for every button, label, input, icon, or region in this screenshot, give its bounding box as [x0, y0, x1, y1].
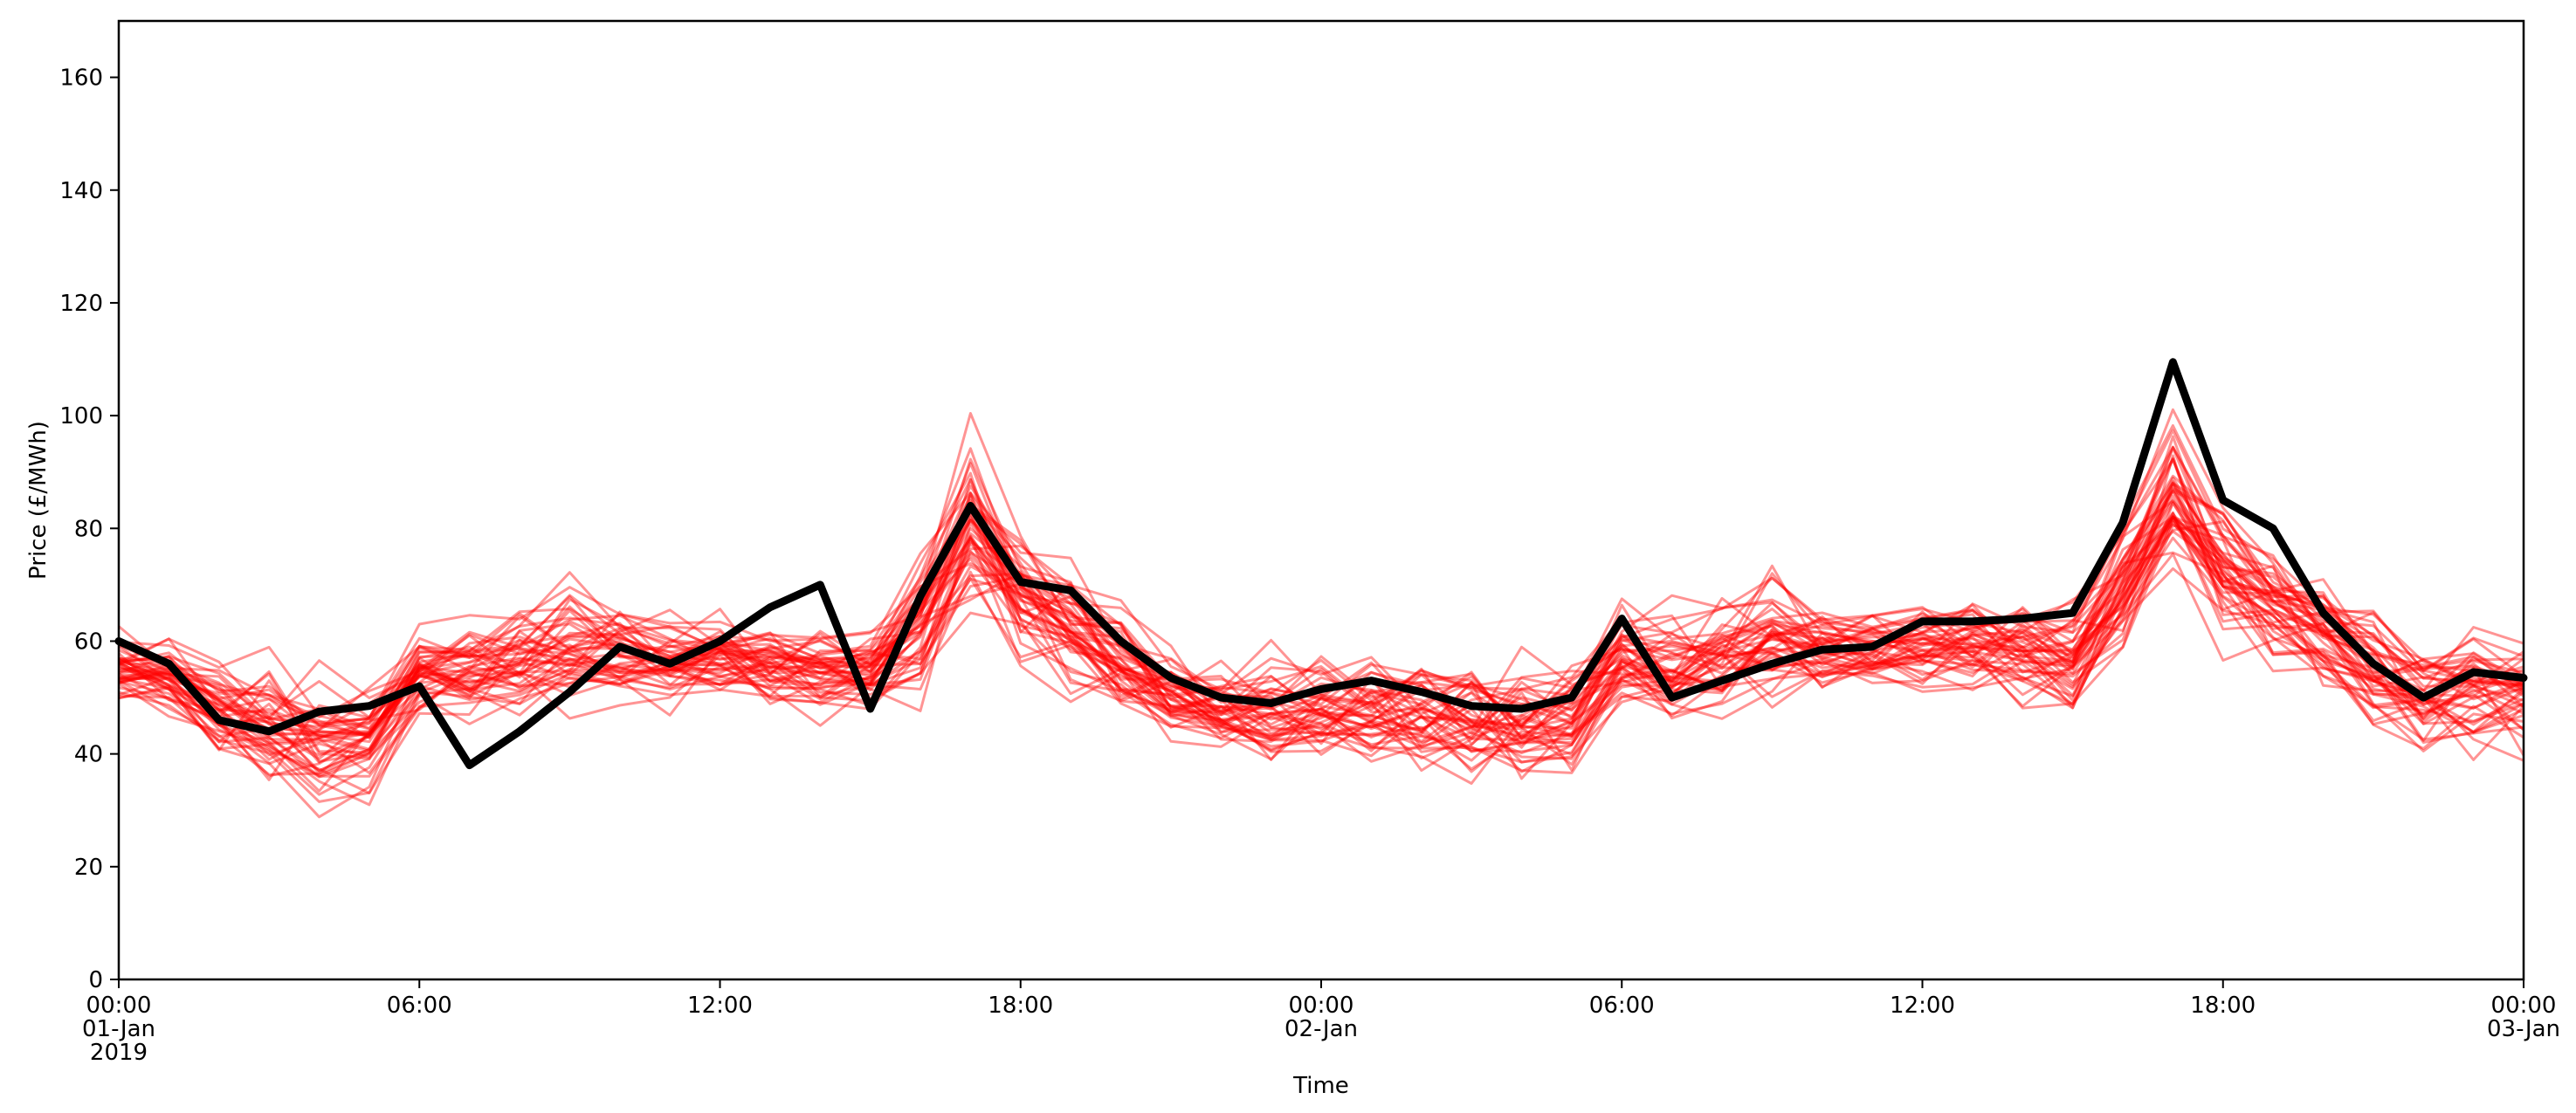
x-tick-label-line: 03-Jan — [2487, 1016, 2560, 1042]
forecast-sample-line — [118, 524, 2525, 766]
y-tick-label: 40 — [74, 742, 103, 768]
forecast-sample-line — [118, 457, 2524, 732]
forecast-sample-line — [118, 512, 2524, 777]
forecast-sample-line — [118, 482, 2524, 761]
forecast-sample-line — [118, 484, 2524, 739]
forecast-sample-line — [118, 446, 2524, 761]
x-tick-label-line: 00:00 — [86, 993, 152, 1019]
forecast-sample-line — [118, 488, 2524, 757]
x-axis-label: Time — [1292, 1073, 1349, 1099]
y-tick-label: 160 — [59, 65, 103, 92]
forecast-sample-line — [118, 457, 2524, 739]
forecast-sample-line — [118, 458, 2524, 740]
forecast-sample-line — [118, 567, 2524, 766]
forecast-sample-line — [118, 476, 2524, 744]
forecast-sample-line — [118, 516, 2524, 736]
forecast-sample-line — [118, 517, 2524, 773]
x-tick-label-line: 01-Jan — [82, 1016, 155, 1042]
x-tick-label-line: 06:00 — [1589, 993, 1655, 1019]
forecast-samples-layer — [117, 408, 2525, 819]
x-tick-label: 00:00 01-Jan 2019 — [82, 993, 155, 1066]
y-axis: 0 20 40 60 80 100 120 140 160 — [59, 65, 119, 993]
forecast-sample-line — [118, 480, 2524, 754]
x-tick-label-line: 02-Jan — [1285, 1016, 1358, 1042]
forecast-sample-line — [118, 512, 2524, 807]
forecast-sample-line — [118, 494, 2524, 749]
y-tick-label: 120 — [59, 291, 103, 317]
forecast-sample-line — [118, 515, 2524, 778]
x-tick-label: 00:00 02-Jan — [1285, 993, 1358, 1042]
forecast-sample-line — [118, 408, 2524, 726]
forecast-sample-line — [118, 471, 2524, 746]
forecast-sample-line — [118, 454, 2524, 776]
y-axis-label: Price (£/MWh) — [25, 421, 52, 580]
y-tick-label: 140 — [59, 178, 103, 204]
forecast-sample-line — [118, 503, 2524, 752]
actual-price-layer — [114, 358, 2528, 770]
x-tick-label: 12:00 — [687, 993, 753, 1019]
actual-price-line — [114, 358, 2528, 770]
forecast-sample-line — [118, 457, 2524, 757]
x-tick-label-line: 12:00 — [1890, 993, 1955, 1019]
x-tick-label-line: 18:00 — [988, 993, 1053, 1019]
forecast-sample-line — [118, 516, 2524, 819]
x-tick-label-line: 12:00 — [687, 993, 753, 1019]
x-tick-label: 06:00 — [1589, 993, 1655, 1019]
forecast-sample-line — [118, 435, 2524, 735]
forecast-sample-line — [118, 484, 2524, 793]
forecast-sample-line — [118, 514, 2525, 775]
x-tick-label: 18:00 — [988, 993, 1053, 1019]
x-tick-label: 18:00 — [2190, 993, 2256, 1019]
y-tick-label: 0 — [88, 967, 103, 993]
forecast-sample-line — [118, 553, 2524, 779]
x-tick-label: 00:00 03-Jan — [2487, 993, 2560, 1042]
forecast-sample-line — [117, 481, 2524, 761]
x-tick-label: 06:00 — [387, 993, 452, 1019]
forecast-sample-line — [118, 520, 2524, 781]
y-tick-label: 100 — [59, 403, 103, 429]
forecast-sample-line — [118, 445, 2524, 732]
y-tick-label: 20 — [74, 855, 103, 881]
x-tick-label-line: 2019 — [90, 1040, 148, 1066]
forecast-sample-line — [118, 498, 2524, 774]
x-tick-label-line: 00:00 — [2491, 993, 2557, 1019]
forecast-sample-line — [118, 499, 2524, 744]
forecast-sample-line — [118, 511, 2524, 794]
forecast-sample-line — [118, 515, 2524, 762]
forecast-sample-line — [118, 536, 2524, 796]
forecast-sample-line — [118, 500, 2524, 764]
y-tick-label: 60 — [74, 629, 103, 655]
x-tick-label-line: 00:00 — [1289, 993, 1354, 1019]
x-tick-label-line: 18:00 — [2190, 993, 2256, 1019]
forecast-sample-line — [118, 490, 2524, 780]
forecast-sample-line — [118, 495, 2524, 739]
forecast-sample-line — [118, 474, 2524, 773]
forecast-sample-line — [118, 482, 2524, 728]
x-tick-label-line: 06:00 — [387, 993, 452, 1019]
forecast-sample-line — [118, 519, 2524, 778]
forecast-sample-line — [118, 477, 2524, 760]
forecast-sample-line — [118, 491, 2524, 803]
x-tick-label: 12:00 — [1890, 993, 1955, 1019]
forecast-sample-line — [118, 462, 2524, 737]
y-tick-label: 80 — [74, 516, 103, 542]
forecast-sample-line — [118, 477, 2524, 773]
